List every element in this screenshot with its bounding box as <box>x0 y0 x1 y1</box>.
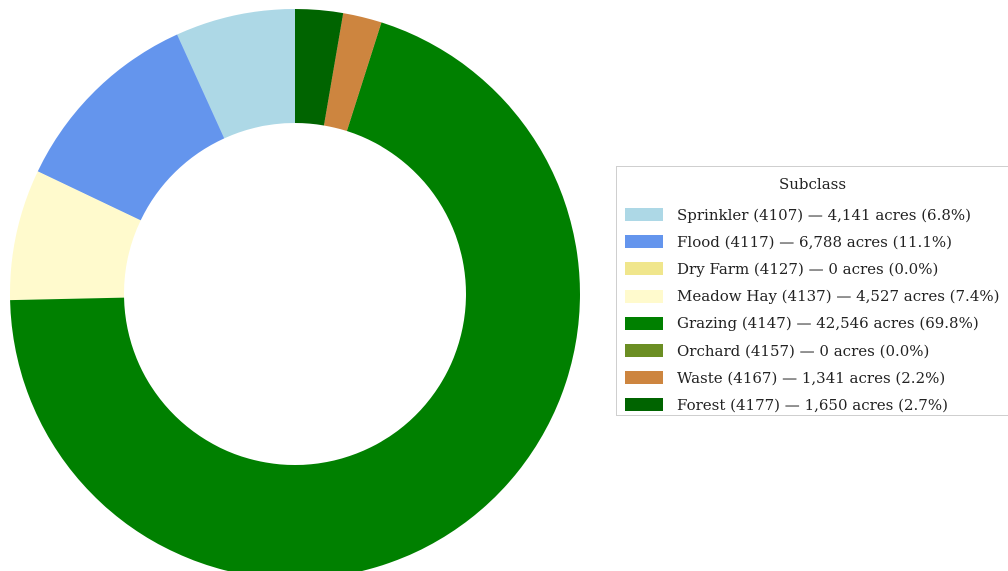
slice-sprinkler <box>177 9 295 139</box>
legend-label: Grazing (4147) — 42,546 acres (69.8%) <box>677 314 979 333</box>
legend-item: Grazing (4147) — 42,546 acres (69.8%) <box>625 310 999 337</box>
legend-swatch <box>625 208 663 222</box>
legend-label: Waste (4167) — 1,341 acres (2.2%) <box>677 368 946 387</box>
legend-items: Sprinkler (4107) — 4,141 acres (6.8%) Flo… <box>625 201 999 419</box>
legend-swatch <box>625 289 663 303</box>
slice-forest <box>295 9 344 126</box>
legend-swatch <box>625 235 663 249</box>
legend-label: Meadow Hay (4137) — 4,527 acres (7.4%) <box>677 287 1000 306</box>
legend-label: Orchard (4157) — 0 acres (0.0%) <box>677 341 930 360</box>
legend-swatch <box>625 344 663 358</box>
legend-swatch <box>625 371 663 385</box>
legend-item: Orchard (4157) — 0 acres (0.0%) <box>625 337 999 364</box>
legend-title: Subclass <box>778 175 847 193</box>
slice-waste <box>323 13 382 132</box>
legend-label: Forest (4177) — 1,650 acres (2.7%) <box>677 395 948 414</box>
legend-label: Sprinkler (4107) — 4,141 acres (6.8%) <box>677 205 972 224</box>
legend-item: Flood (4117) — 6,788 acres (11.1%) <box>625 228 999 255</box>
legend-item: Forest (4177) — 1,650 acres (2.7%) <box>625 391 999 418</box>
slice-meadow <box>10 171 141 301</box>
legend-item: Dry Farm (4127) — 0 acres (0.0%) <box>625 255 999 282</box>
legend: Subclass Sprinkler (4107) — 4,141 acres … <box>616 166 1008 416</box>
legend-swatch <box>625 316 663 330</box>
legend-item: Sprinkler (4107) — 4,141 acres (6.8%) <box>625 201 999 228</box>
slice-flood <box>37 34 225 221</box>
slice-grazing <box>10 22 580 571</box>
legend-item: Waste (4167) — 1,341 acres (2.2%) <box>625 364 999 391</box>
legend-swatch <box>625 398 663 412</box>
legend-label: Flood (4117) — 6,788 acres (11.1%) <box>677 232 952 251</box>
legend-item: Meadow Hay (4137) — 4,527 acres (7.4%) <box>625 283 999 310</box>
legend-swatch <box>625 262 663 276</box>
legend-label: Dry Farm (4127) — 0 acres (0.0%) <box>677 259 939 278</box>
